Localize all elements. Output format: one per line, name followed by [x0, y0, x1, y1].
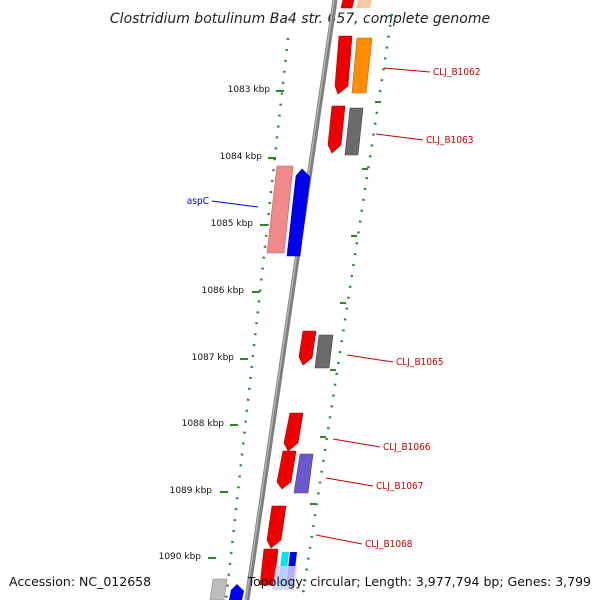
- gene-clj-b1067-a[interactable]: [276, 450, 297, 490]
- kbp-ticks: 1083 kbp 1084 kbp 1085 kbp 1086 kbp 1087…: [159, 85, 284, 562]
- gene-clj-b1068[interactable]: [266, 505, 287, 549]
- connector-aspc: [211, 200, 259, 208]
- connector-clj-b1068: [315, 534, 363, 545]
- gene-label-aspc[interactable]: aspC: [187, 196, 209, 207]
- gene-clj-b1067[interactable]: [293, 453, 314, 494]
- gene-label-clj-b1063[interactable]: CLJ_B1063: [426, 135, 474, 146]
- genome-backbone: [244, 0, 338, 600]
- gene-features: [209, 0, 373, 600]
- gene-clj-b1063-a[interactable]: [327, 105, 346, 154]
- gene-clj-b1063[interactable]: [344, 107, 364, 156]
- gene-top-peach[interactable]: [356, 0, 372, 8]
- tick-label-1087: 1087 kbp: [192, 353, 235, 363]
- gene-clj-b1065-a[interactable]: [298, 330, 317, 366]
- label-connectors: [211, 67, 431, 545]
- tick-label-1086: 1086 kbp: [202, 286, 245, 296]
- footer-summary: Topology: circular; Length: 3,977,794 bp…: [247, 574, 591, 589]
- outer-track-ticks: [310, 101, 381, 505]
- tick-label-1084: 1084 kbp: [220, 152, 263, 162]
- gene-bottom-blue-2[interactable]: [229, 584, 244, 600]
- gene-label-clj-b1066[interactable]: CLJ_B1066: [383, 442, 431, 453]
- gene-top-red[interactable]: [340, 0, 355, 9]
- tick-label-1089: 1089 kbp: [170, 486, 213, 496]
- gene-clj-b1061[interactable]: [334, 35, 353, 95]
- connector-clj-b1062: [383, 67, 431, 73]
- genome-backbone-highlight: [245, 0, 335, 600]
- gene-clj-b1065[interactable]: [314, 334, 334, 369]
- gene-labels: CLJ_B1062 CLJ_B1063 aspC CLJ_B1065 CLJ_B…: [187, 67, 481, 550]
- connector-clj-b1065: [346, 354, 394, 363]
- gene-label-clj-b1065[interactable]: CLJ_B1065: [396, 357, 444, 368]
- connector-clj-b1063: [375, 133, 424, 141]
- gene-clj-b1062[interactable]: [351, 37, 373, 94]
- gene-bottom-lavender[interactable]: [272, 566, 297, 590]
- connector-clj-b1066: [332, 438, 381, 448]
- gene-aspc-pink[interactable]: [266, 165, 294, 254]
- gene-aspc[interactable]: [286, 168, 311, 257]
- gene-label-clj-b1062[interactable]: CLJ_B1062: [433, 67, 481, 78]
- tick-label-1083: 1083 kbp: [228, 85, 271, 95]
- gene-clj-b1066[interactable]: [283, 412, 304, 452]
- gene-label-clj-b1067[interactable]: CLJ_B1067: [376, 481, 424, 492]
- map-title: Clostridium botulinum Ba4 str. 657, comp…: [110, 11, 490, 27]
- tick-label-1090: 1090 kbp: [159, 552, 202, 562]
- gene-bottom-gray[interactable]: [209, 578, 228, 600]
- tick-label-1088: 1088 kbp: [182, 419, 225, 429]
- gene-label-clj-b1068[interactable]: CLJ_B1068: [365, 539, 413, 550]
- footer-accession: Accession: NC_012658: [9, 574, 151, 589]
- tick-label-1085: 1085 kbp: [211, 219, 254, 229]
- connector-clj-b1067: [325, 477, 374, 487]
